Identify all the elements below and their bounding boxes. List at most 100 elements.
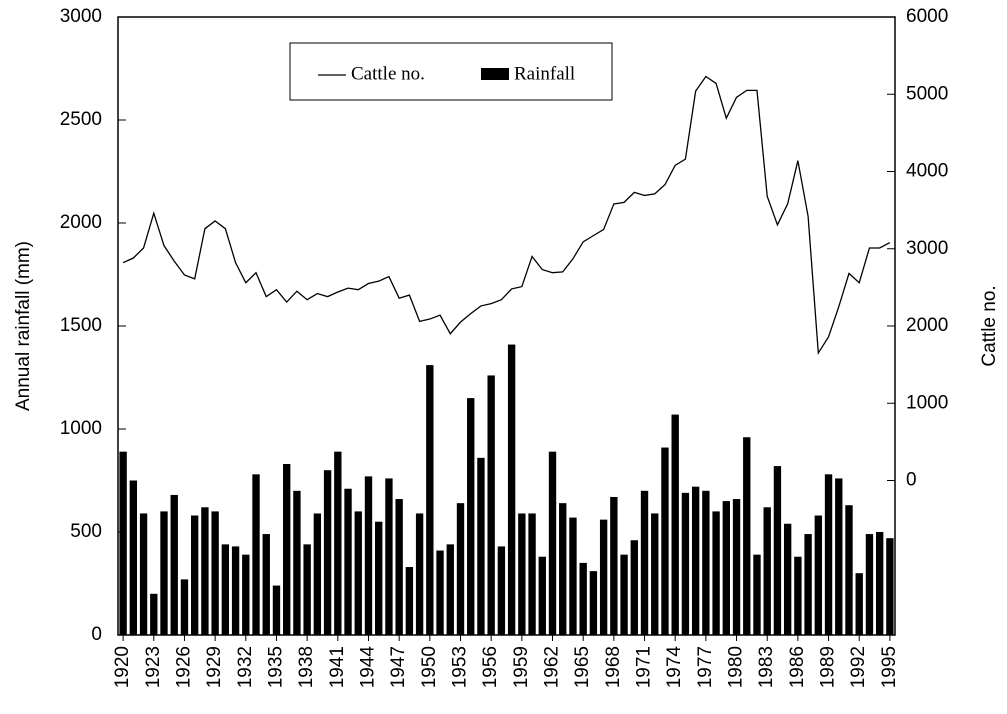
bar — [599, 519, 608, 635]
bar — [589, 571, 598, 635]
bar — [732, 499, 741, 635]
bar — [395, 499, 403, 635]
x-tick-label: 1965 — [572, 646, 593, 688]
bar — [507, 344, 516, 635]
bar — [865, 534, 874, 635]
y-tick-label: 3000 — [60, 6, 102, 27]
x-tick-label: 1980 — [726, 646, 747, 688]
bar — [671, 414, 679, 635]
bar — [252, 474, 260, 635]
x-tick-label: 1992 — [848, 646, 869, 688]
bar — [129, 480, 138, 635]
bar — [783, 523, 792, 635]
x-tick-label: 1923 — [143, 646, 164, 688]
y-tick-label: 0 — [91, 624, 102, 645]
bar — [845, 505, 853, 635]
bar — [559, 503, 567, 635]
bar — [753, 554, 761, 635]
x-tick-label: 1962 — [542, 646, 563, 688]
bar — [630, 540, 638, 635]
bar — [436, 550, 444, 635]
bar — [364, 476, 373, 635]
y-tick-label: 500 — [70, 521, 102, 542]
bar — [170, 494, 178, 635]
bar — [467, 398, 475, 635]
x-tick-label: 1974 — [664, 646, 685, 689]
bar — [722, 501, 730, 635]
bar — [160, 511, 168, 635]
bar — [640, 490, 649, 635]
y2-axis-title: Cattle no. — [979, 285, 1000, 366]
legend-swatch — [481, 68, 509, 80]
x-tick-label: 1989 — [818, 646, 839, 688]
bar — [681, 492, 690, 635]
bar — [180, 579, 189, 635]
bar — [518, 513, 526, 635]
x-tick-label: 1959 — [511, 646, 532, 688]
x-tick-label: 1968 — [603, 646, 624, 688]
bar — [231, 546, 240, 635]
x-tick-label: 1995 — [879, 646, 900, 688]
bar — [477, 457, 485, 635]
bar — [313, 513, 322, 635]
x-tick-label: 1983 — [756, 646, 777, 688]
bar — [579, 562, 587, 635]
bar — [385, 478, 393, 635]
x-tick-label: 1977 — [695, 646, 716, 688]
y2-tick-label: 1000 — [906, 392, 948, 413]
x-tick-label: 1926 — [173, 646, 194, 688]
bar — [569, 517, 577, 635]
x-tick-label: 1971 — [634, 646, 655, 688]
bar — [886, 538, 894, 635]
bar — [211, 511, 219, 635]
bar — [804, 534, 812, 635]
bar — [548, 451, 557, 635]
x-tick-label: 1938 — [296, 646, 317, 688]
y-axis-title: Annual rainfall (mm) — [13, 241, 34, 411]
bar — [875, 532, 884, 635]
bar — [712, 511, 720, 635]
bar — [354, 511, 362, 635]
y2-tick-label: 6000 — [906, 6, 948, 27]
bar — [814, 515, 823, 635]
y2-tick-label: 0 — [906, 470, 917, 491]
legend-box — [289, 42, 613, 101]
bar — [528, 513, 536, 635]
x-tick-label: 1950 — [419, 646, 440, 688]
x-tick-label: 1932 — [235, 646, 256, 688]
bar — [262, 534, 270, 635]
legend-label: Cattle no. — [351, 63, 425, 84]
bar — [323, 470, 332, 635]
bar — [190, 515, 199, 635]
bar — [375, 521, 383, 635]
bar — [456, 503, 465, 635]
bar — [405, 567, 414, 635]
y-tick-label: 2500 — [60, 109, 102, 130]
y2-tick-label: 4000 — [906, 161, 948, 182]
bar — [661, 447, 669, 635]
bar — [221, 544, 230, 635]
bar — [201, 507, 209, 635]
y2-tick-label: 3000 — [906, 238, 948, 259]
bar — [272, 585, 281, 635]
bar — [610, 496, 618, 635]
bar — [487, 375, 495, 635]
bar — [303, 544, 311, 635]
bar — [119, 451, 127, 635]
x-tick-label: 1944 — [357, 646, 378, 689]
bar — [426, 365, 434, 635]
bar — [691, 486, 700, 635]
x-tick-label: 1953 — [450, 646, 471, 688]
bar — [150, 593, 158, 635]
line — [122, 75, 891, 356]
bar — [794, 556, 802, 635]
y-tick-label: 1500 — [60, 315, 102, 336]
bar — [773, 466, 782, 635]
y-tick-label: 1000 — [60, 418, 102, 439]
bar — [283, 464, 291, 635]
bar — [763, 507, 771, 635]
bar — [293, 490, 301, 635]
x-tick-label: 1986 — [787, 646, 808, 688]
legend-label: Rainfall — [514, 63, 575, 84]
